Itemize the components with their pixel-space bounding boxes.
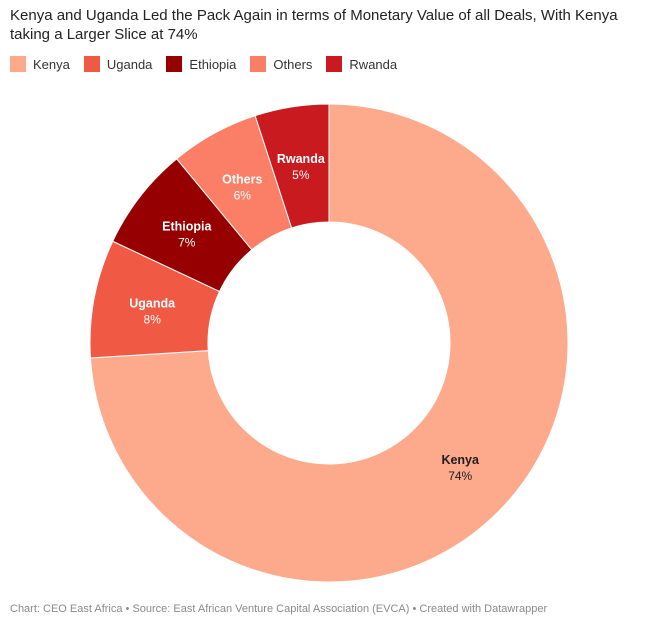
slice-label-others: Others — [222, 172, 262, 186]
slice-rwanda — [254, 103, 330, 229]
slice-value-others: 6% — [234, 188, 252, 202]
legend-item-others: Others — [250, 56, 312, 72]
slice-label-ethiopia: Ethiopia — [162, 220, 212, 234]
legend-label: Others — [273, 56, 313, 72]
legend-label: Rwanda — [349, 56, 398, 72]
legend-swatch — [326, 56, 343, 72]
legend-label: Uganda — [106, 56, 153, 72]
slice-value-uganda: 8% — [144, 312, 162, 326]
slice-value-rwanda: 5% — [292, 168, 310, 182]
legend-item-kenya: Kenya — [10, 56, 70, 72]
legend-swatch — [166, 56, 183, 72]
slice-label-rwanda: Rwanda — [277, 152, 326, 166]
slice-kenya — [89, 103, 569, 583]
legend-label: Ethiopia — [189, 56, 237, 72]
legend-swatch — [83, 56, 100, 72]
legend: Kenya Uganda Ethiopia Others Rwanda — [10, 56, 411, 72]
legend-item-rwanda: Rwanda — [326, 56, 397, 72]
legend-item-uganda: Uganda — [83, 56, 153, 72]
slice-label-uganda: Uganda — [129, 296, 176, 310]
legend-swatch — [10, 56, 26, 72]
slice-value-kenya: 74% — [448, 469, 472, 483]
legend-item-ethiopia: Ethiopia — [166, 56, 236, 72]
chart-footer: Chart: CEO East Africa • Source: East Af… — [10, 603, 548, 615]
legend-label: Kenya — [33, 56, 70, 72]
slice-value-ethiopia: 7% — [178, 236, 196, 250]
legend-swatch — [250, 56, 267, 72]
slice-label-kenya: Kenya — [441, 453, 480, 467]
chart-title: Kenya and Uganda Led the Pack Again in t… — [10, 7, 618, 43]
